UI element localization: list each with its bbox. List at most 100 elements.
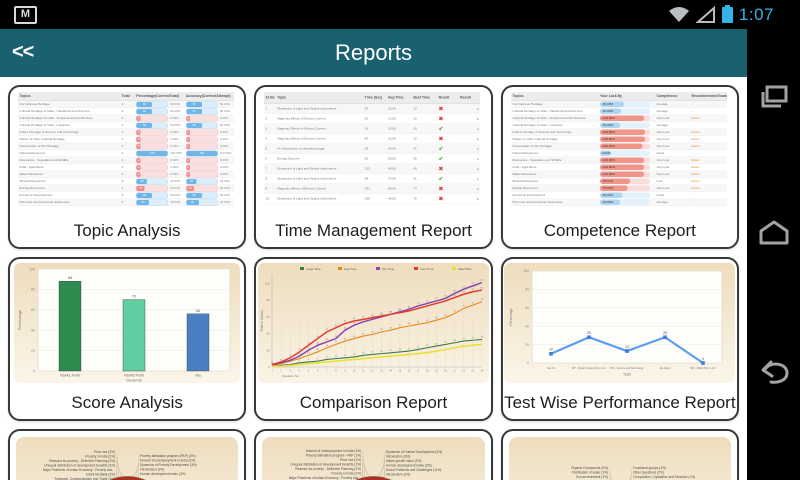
exam-link[interactable]: Exam: [691, 165, 700, 170]
clock: 1:07: [738, 4, 774, 24]
report-card-score-analysis[interactable]: 0 20 40 60 80 100 88 Rank1 Point 70 Rank5 Point 56…: [8, 257, 247, 421]
svg-text:10: 10: [353, 370, 356, 373]
reports-content: Topics Total Percentage(Correct/Total) Accu…: [0, 77, 747, 480]
table-row: Preservation of Our Heritage 2 0 0.00% 0 0.00…: [18, 143, 234, 150]
time-management-thumbnail: Sr.No Topic Time (Sec) Avg Time Best Time Res…: [256, 87, 490, 215]
pie-label: Functional groups (2%): [632, 466, 666, 471]
svg-text:63: 63: [389, 312, 392, 314]
wifi-icon: [668, 6, 689, 22]
report-card-test-wise[interactable]: 0 20 40 60 80 100 10 Test A 1 28 WT - Social Scie…: [500, 257, 739, 421]
report-card-pie-1[interactable]: Price rise (3%) Poverty in India (2%) Reas…: [8, 429, 247, 480]
svg-text:Test A 1: Test A 1: [547, 367, 556, 370]
report-card-topic-analysis[interactable]: Topics Total Percentage(Correct/Total) Accu…: [8, 85, 247, 249]
svg-text:27: 27: [444, 342, 447, 344]
table-row: Water Resources 3 0 0.00% 0 0.00%: [18, 171, 234, 178]
report-card-comparison[interactable]: Least Time Avg Time Top Time Your Time Ideal…: [254, 257, 493, 421]
exam-link[interactable]: Exam: [691, 172, 700, 177]
report-card-competence[interactable]: Topics Your Lack By Competence Recommended …: [500, 85, 739, 249]
fail-icon: ✖: [438, 196, 444, 202]
progress-bar: 25: [185, 185, 218, 192]
status-bar: M 1:07: [0, 0, 800, 29]
back-button[interactable]: <<: [12, 41, 34, 63]
report-card-pie-2[interactable]: Amount of unemployment in India (1%) Pove…: [254, 429, 493, 480]
svg-text:100: 100: [524, 269, 530, 273]
report-card-pie-3[interactable]: Organic Compounds (9%) Purification of wa…: [500, 429, 739, 480]
exam-link[interactable]: Exam: [691, 186, 700, 191]
svg-text:60: 60: [380, 314, 383, 316]
progress-bar: 0: [185, 129, 218, 136]
progress-bar: 50: [136, 101, 169, 108]
svg-text:61: 61: [380, 313, 383, 315]
svg-text:34: 34: [335, 336, 338, 338]
svg-text:79: 79: [444, 298, 447, 300]
svg-text:7: 7: [326, 370, 328, 373]
progress-bar: 50: [185, 122, 218, 129]
card-title: Test Wise Performance Report: [504, 393, 736, 412]
table-row: 5 An Introduction to Nanotechnology 39 36.0…: [264, 144, 481, 154]
table-row: India's Heritage of Science and Technolo…: [18, 129, 234, 136]
pie-labels-left: Organic Compounds (9%) Purification of wa…: [509, 466, 608, 480]
svg-text:32: 32: [472, 337, 475, 339]
exam-link[interactable]: Exam: [691, 130, 700, 135]
pie-label: Composition, Crystalline and Structure (…: [632, 475, 695, 480]
svg-text:60: 60: [31, 308, 35, 312]
home-button[interactable]: [758, 219, 790, 250]
pie-label: Unequal distribution of development bene…: [290, 463, 362, 467]
app-header: << Reports: [0, 29, 747, 77]
test-wise-line-chart: 0 20 40 60 80 100 10 Test A 1 28 WT - Social Scie…: [503, 263, 737, 383]
progress-bar: 50: [136, 122, 169, 129]
svg-text:Tests: Tests: [623, 373, 631, 377]
exam-link[interactable]: Exam: [691, 144, 700, 149]
progress-bar: 50: [136, 108, 169, 115]
table-header: Topics Your Lack By Competence Recommended …: [510, 92, 727, 101]
svg-text:70: 70: [463, 306, 466, 308]
svg-text:70: 70: [132, 294, 137, 299]
lack-bar: -100.00%: [599, 157, 650, 163]
progress-bar: 50: [185, 101, 218, 108]
card-title: Competence Report: [543, 221, 696, 240]
pie-label: Human development index (3%): [140, 472, 186, 477]
svg-text:40: 40: [267, 332, 271, 336]
svg-text:14: 14: [307, 352, 310, 354]
pie-chart-thumbnail: Price rise (3%) Poverty in India (2%) Reas…: [10, 431, 244, 480]
report-card-time-management[interactable]: Sr.No Topic Time (Sec) Avg Time Best Time Res…: [254, 85, 493, 249]
svg-text:16: 16: [380, 351, 383, 353]
recents-button[interactable]: [759, 84, 789, 115]
table-row: 4 Magnetic Effects of Electric Current 40 3…: [264, 136, 481, 144]
progress-bar: 0: [185, 171, 218, 178]
exam-link[interactable]: Exam: [691, 158, 700, 163]
svg-text:8: 8: [335, 370, 337, 373]
exam-link[interactable]: Exam: [691, 116, 700, 121]
svg-text:51: 51: [417, 322, 420, 324]
back-nav-button[interactable]: [757, 359, 791, 392]
pie-label: Dynamics of Poverty Development (3%): [140, 463, 197, 468]
exam-link[interactable]: Exam: [691, 179, 700, 184]
table-row: Cultural Heritage of India - Literature -…: [510, 122, 727, 129]
svg-text:11: 11: [289, 355, 292, 357]
pie-label: Social Problems and Challenges (11%): [386, 468, 442, 473]
svg-text:10: 10: [298, 356, 301, 358]
svg-text:40: 40: [31, 329, 35, 333]
table-row: Preservation of Our Heritage -100.00% Very…: [510, 143, 727, 150]
pie-background: [16, 437, 239, 480]
table-row: 10 Dispersion of Light and Optical Instru…: [264, 196, 481, 204]
svg-text:52: 52: [344, 321, 347, 323]
pass-icon: ✔: [438, 126, 444, 132]
pie-label: Major Problems of Indian Economy - Pover…: [42, 468, 115, 473]
pie-label: Reasons for poverty - Defective Planning…: [49, 459, 115, 464]
lack-bar: -50.00%: [599, 192, 650, 198]
exam-link[interactable]: Exam: [691, 137, 700, 142]
svg-text:Top Time: Top Time: [382, 267, 395, 271]
table-row: Economic Development -50.00% Good -: [510, 192, 727, 199]
table-row: Cultural Heritage of India - Sculpture a…: [18, 115, 234, 122]
progress-bar: 100: [136, 150, 169, 157]
no-exam-dash: -: [691, 123, 693, 128]
pie-label: Introduction (3%): [386, 455, 411, 459]
svg-text:28: 28: [663, 331, 667, 335]
pie-label: Amount of unemployment in India (1%): [306, 449, 362, 454]
lack-bar: -100.00%: [599, 129, 650, 135]
svg-text:WT - Social Science Part 1 & 2: WT - Social Science Part 1 & 2: [572, 367, 607, 370]
progress-bar: 0: [185, 157, 218, 164]
pass-icon: ✔: [438, 146, 444, 152]
svg-text:0: 0: [702, 357, 704, 361]
